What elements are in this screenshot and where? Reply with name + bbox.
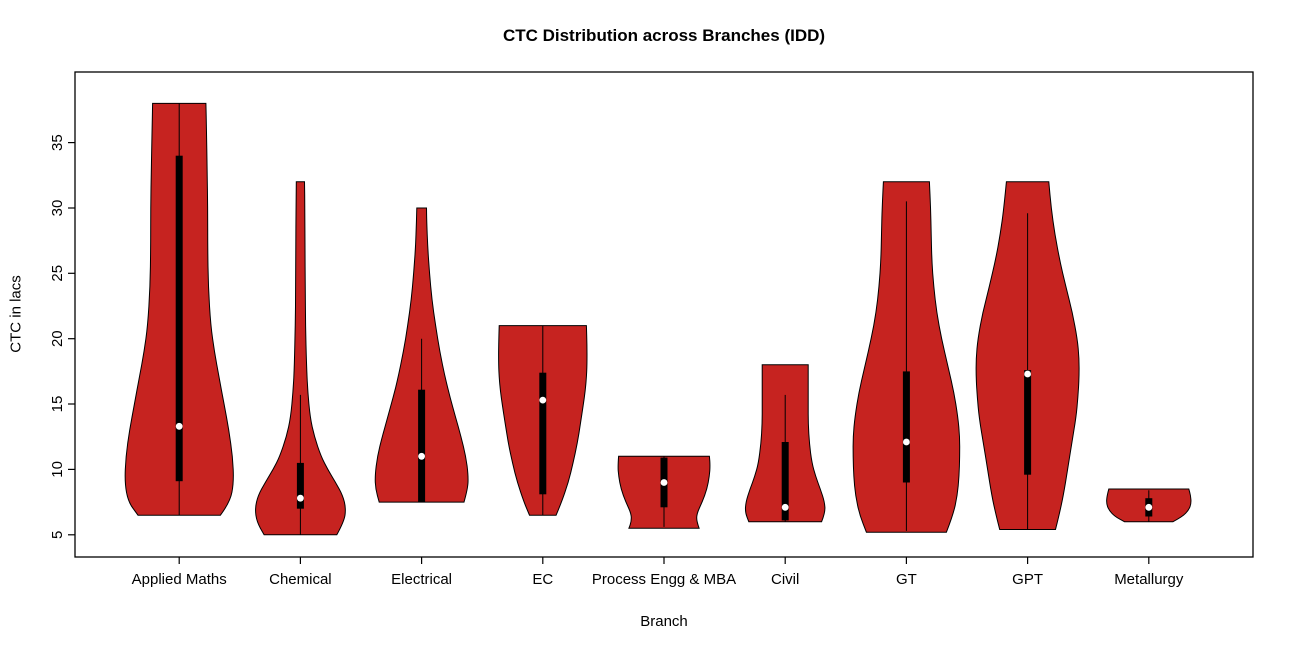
x-axis-title: Branch xyxy=(640,613,688,630)
median-dot xyxy=(297,494,304,502)
median-dot xyxy=(175,422,183,430)
y-tick-label: 25 xyxy=(49,265,66,282)
y-tick-label: 10 xyxy=(49,461,66,478)
x-tick-label: Chemical xyxy=(269,571,332,588)
median-dot xyxy=(660,479,668,486)
x-tick-label: Metallurgy xyxy=(1114,571,1184,588)
iqr-box xyxy=(418,389,426,503)
iqr-box xyxy=(175,155,183,482)
iqr-box xyxy=(902,371,910,483)
y-tick-label: 30 xyxy=(49,200,66,217)
y-tick-label: 20 xyxy=(49,330,66,347)
x-tick-label: Electrical xyxy=(391,571,452,588)
median-dot xyxy=(903,438,910,446)
x-tick-label: EC xyxy=(532,571,553,588)
median-dot xyxy=(1024,370,1031,378)
y-tick-label: 15 xyxy=(49,396,66,413)
median-dot xyxy=(418,452,425,460)
x-tick-label: GPT xyxy=(1012,571,1043,588)
median-dot xyxy=(539,396,547,404)
y-axis-title: CTC in lacs xyxy=(7,275,25,353)
x-tick-label: GT xyxy=(896,571,917,588)
iqr-box xyxy=(539,372,547,495)
median-dot xyxy=(1145,503,1153,511)
violin-shape xyxy=(255,181,346,536)
iqr-box xyxy=(1024,370,1032,475)
x-tick-label: Process Engg & MBA xyxy=(592,571,736,588)
y-tick-label: 5 xyxy=(49,531,66,539)
iqr-box xyxy=(781,442,789,521)
x-tick-label: Civil xyxy=(771,571,799,588)
iqr-box xyxy=(296,462,304,509)
x-tick-label: Applied Maths xyxy=(132,571,227,588)
chart-title: CTC Distribution across Branches (IDD) xyxy=(502,26,826,45)
y-tick-label: 35 xyxy=(49,134,66,151)
median-dot xyxy=(781,503,789,511)
